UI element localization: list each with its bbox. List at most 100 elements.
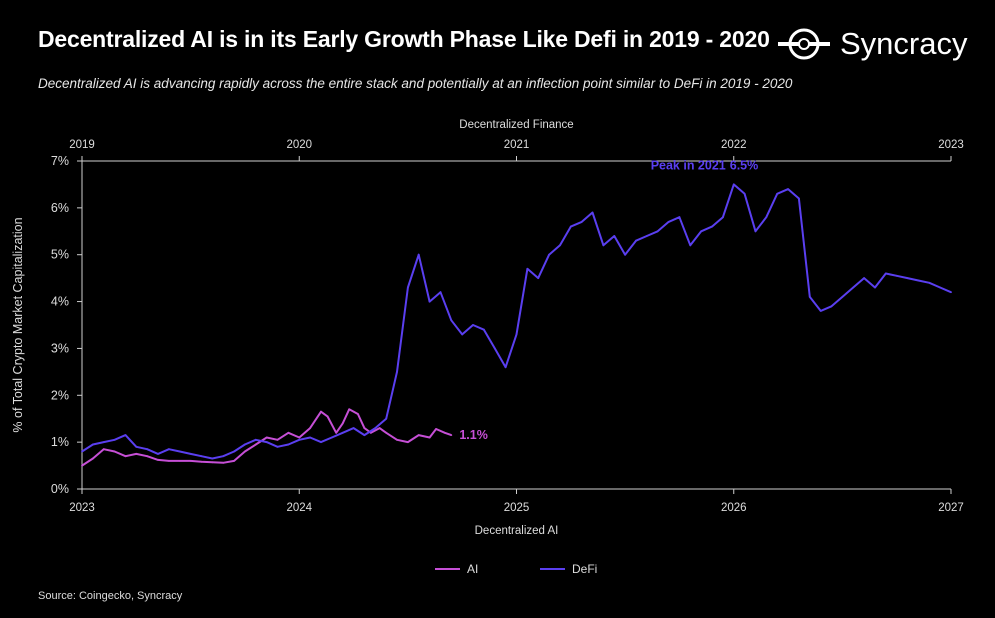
data-point-defi	[428, 300, 431, 303]
data-point-ai	[326, 415, 329, 418]
data-point-ai	[335, 431, 338, 434]
data-point-defi	[330, 436, 333, 439]
data-point-defi	[765, 216, 768, 219]
data-point-defi	[841, 296, 844, 298]
data-point-defi	[548, 253, 550, 256]
data-point-ai	[378, 427, 381, 429]
x-top-tick-label: 2022	[721, 139, 747, 151]
data-point-defi	[808, 296, 811, 298]
data-point-defi	[244, 443, 246, 446]
data-point-ai	[92, 457, 94, 460]
data-point-defi	[385, 417, 388, 420]
data-point-defi	[178, 450, 181, 453]
data-point-ai	[113, 450, 116, 453]
data-point-defi	[222, 455, 225, 458]
data-point-defi	[624, 253, 626, 256]
data-point-defi	[211, 457, 214, 460]
data-point-defi	[320, 441, 322, 443]
data-point-ai	[443, 431, 446, 434]
data-point-defi	[863, 277, 865, 279]
data-point-ai	[320, 410, 322, 413]
y-tick-label: 7%	[51, 154, 69, 168]
data-point-ai	[309, 427, 311, 429]
data-point-defi	[102, 441, 105, 443]
y-tick-label: 2%	[51, 388, 69, 402]
data-point-defi	[537, 277, 540, 279]
data-point-defi	[168, 448, 170, 451]
data-point-ai	[178, 460, 181, 462]
data-point-ai	[287, 431, 290, 434]
data-point-defi	[819, 310, 822, 312]
data-point-ai	[81, 464, 83, 467]
data-point-ai	[407, 441, 409, 443]
data-point-defi	[254, 438, 257, 441]
data-point-defi	[689, 244, 692, 247]
data-point-defi	[189, 453, 192, 455]
data-point-defi	[352, 427, 355, 429]
data-point-defi	[504, 366, 507, 369]
data-point-defi	[754, 230, 757, 233]
data-point-defi	[135, 445, 138, 448]
data-point-defi	[396, 371, 398, 373]
x-top-axis-title: Decentralized Finance	[459, 119, 573, 131]
data-point-defi	[526, 267, 529, 270]
data-point-defi	[852, 286, 855, 289]
data-point-defi	[569, 225, 572, 228]
data-point-ai	[435, 428, 437, 430]
data-point-defi	[124, 434, 127, 436]
data-point-defi	[667, 221, 670, 223]
x-bottom-tick-label: 2026	[721, 502, 747, 514]
data-point-defi	[591, 211, 594, 214]
data-point-ai	[211, 461, 214, 464]
chart-title: Decentralized AI is in its Early Growth …	[38, 26, 770, 52]
data-point-defi	[146, 448, 149, 451]
data-point-defi	[276, 445, 279, 448]
y-tick-label: 1%	[51, 435, 69, 449]
y-tick-label: 5%	[51, 248, 69, 262]
data-point-defi	[906, 277, 909, 279]
data-point-defi	[635, 239, 637, 242]
data-point-defi	[157, 453, 159, 455]
data-point-defi	[917, 279, 920, 282]
y-tick-label: 3%	[51, 341, 69, 355]
data-point-ai	[276, 438, 279, 441]
data-point-ai	[102, 448, 105, 451]
data-point-defi	[92, 443, 94, 446]
data-point-ai	[200, 460, 203, 463]
data-point-defi	[874, 286, 876, 289]
data-point-defi	[341, 431, 344, 434]
legend-label-ai: AI	[467, 562, 478, 576]
data-point-defi	[363, 434, 366, 436]
data-point-defi	[200, 455, 203, 458]
x-top-tick-label: 2019	[69, 139, 95, 151]
data-point-defi	[493, 347, 496, 350]
defi-peak-label: Peak in 2021	[651, 158, 726, 172]
data-point-defi	[515, 333, 518, 336]
data-point-defi	[884, 272, 887, 275]
syncracy-logo: Syncracy	[776, 22, 967, 66]
data-point-defi	[939, 286, 941, 289]
data-point-defi	[298, 438, 301, 441]
data-point-ai	[428, 436, 431, 439]
data-point-defi	[81, 450, 83, 453]
brand-name: Syncracy	[840, 26, 968, 61]
data-point-defi	[309, 436, 311, 439]
x-bottom-tick-label: 2024	[286, 502, 312, 514]
data-point-defi	[287, 443, 290, 446]
data-point-defi	[417, 253, 420, 256]
data-point-ai	[417, 434, 420, 436]
data-point-ai	[385, 431, 388, 434]
data-point-defi	[743, 192, 746, 195]
y-tick-label: 4%	[51, 295, 69, 309]
data-point-ai	[146, 455, 149, 458]
data-point-defi	[895, 274, 898, 277]
data-point-defi	[559, 244, 561, 247]
data-point-ai	[157, 459, 159, 461]
data-point-defi	[580, 221, 583, 223]
data-point-ai	[222, 461, 225, 464]
defi-peak-value: 6.5%	[730, 158, 759, 172]
data-point-defi	[113, 438, 116, 441]
data-point-defi	[950, 291, 952, 294]
data-point-ai	[244, 450, 246, 453]
data-point-defi	[450, 319, 453, 322]
